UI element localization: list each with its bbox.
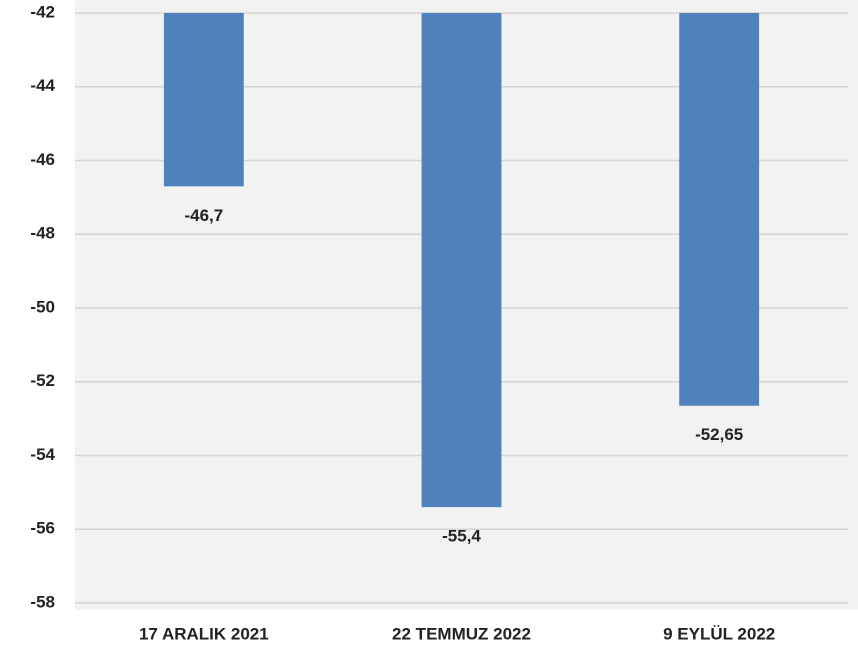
data-label: -46,7 <box>184 206 223 225</box>
bar <box>421 13 502 508</box>
y-tick-label: -52 <box>30 371 55 390</box>
y-tick-label: -54 <box>30 445 55 464</box>
data-label: -52,65 <box>695 425 743 444</box>
y-tick-label: -56 <box>30 519 55 538</box>
y-tick-label: -46 <box>30 150 55 169</box>
y-tick-label: -58 <box>30 592 55 611</box>
y-tick-label: -42 <box>30 2 55 21</box>
x-tick-label: 17 ARALIK 2021 <box>139 624 269 643</box>
x-tick-label: 9 EYLÜL 2022 <box>663 624 775 643</box>
y-tick-label: -44 <box>30 76 55 95</box>
data-label: -55,4 <box>442 527 481 546</box>
x-tick-label: 22 TEMMUZ 2022 <box>392 624 531 643</box>
y-tick-label: -48 <box>30 224 55 243</box>
bar <box>679 13 760 406</box>
y-tick-label: -50 <box>30 297 55 316</box>
bar <box>163 13 244 187</box>
